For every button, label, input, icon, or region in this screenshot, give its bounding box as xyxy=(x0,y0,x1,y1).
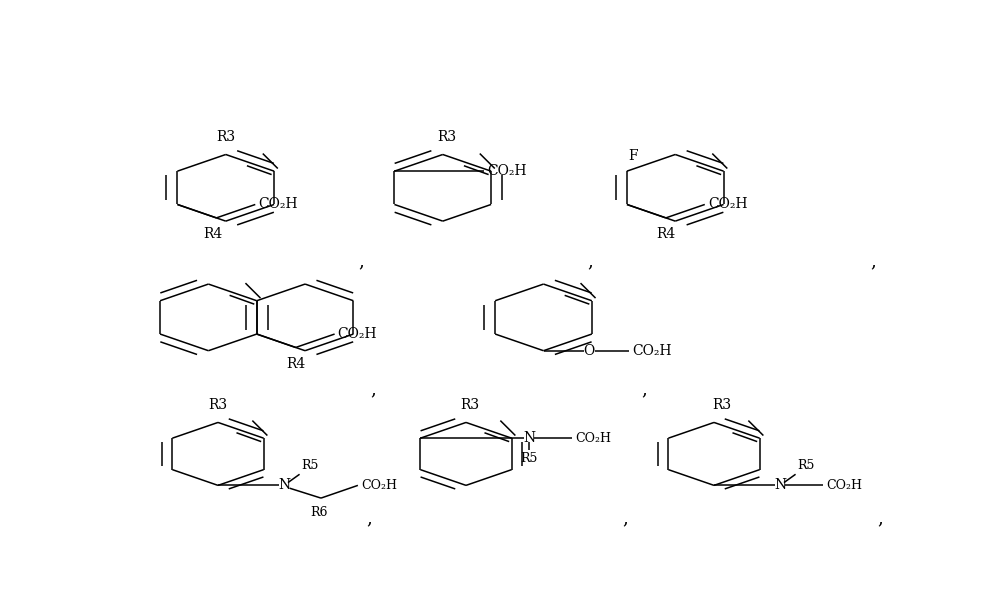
Text: R3: R3 xyxy=(712,398,731,412)
Text: ,: , xyxy=(878,510,884,528)
Text: R3: R3 xyxy=(216,130,235,144)
Text: F: F xyxy=(628,149,638,163)
Text: ,: , xyxy=(870,253,876,271)
Text: R6: R6 xyxy=(310,507,327,519)
Text: ,: , xyxy=(587,253,593,271)
Text: CO₂H: CO₂H xyxy=(258,198,298,212)
Text: R5: R5 xyxy=(520,452,538,465)
Text: N: N xyxy=(523,431,535,445)
Text: CO₂H: CO₂H xyxy=(487,164,527,178)
Text: ,: , xyxy=(366,510,372,528)
Text: R3: R3 xyxy=(460,398,479,412)
Text: N: N xyxy=(278,478,290,492)
Text: CO₂H: CO₂H xyxy=(826,479,862,492)
Text: R4: R4 xyxy=(656,227,675,241)
Text: R3: R3 xyxy=(208,398,228,412)
Text: CO₂H: CO₂H xyxy=(361,479,397,492)
Text: R4: R4 xyxy=(203,227,222,241)
Text: R3: R3 xyxy=(437,130,456,144)
Text: ,: , xyxy=(622,510,628,528)
Text: CO₂H: CO₂H xyxy=(575,432,611,445)
Text: CO₂H: CO₂H xyxy=(338,327,377,341)
Text: O: O xyxy=(583,344,594,358)
Text: N: N xyxy=(774,478,786,492)
Text: ,: , xyxy=(641,380,647,398)
Text: R5: R5 xyxy=(301,459,318,472)
Text: R5: R5 xyxy=(797,459,814,472)
Text: CO₂H: CO₂H xyxy=(708,198,747,212)
Text: R4: R4 xyxy=(286,357,305,371)
Text: ,: , xyxy=(370,380,376,398)
Text: ,: , xyxy=(358,253,364,271)
Text: CO₂H: CO₂H xyxy=(632,344,672,358)
